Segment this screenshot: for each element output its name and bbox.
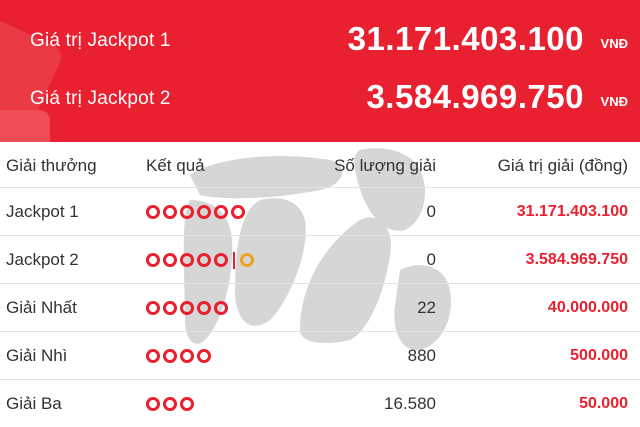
ball-icon [197, 253, 211, 267]
table-row: Giải Ba 16.580 50.000 [0, 380, 640, 427]
ball-icon [214, 205, 228, 219]
header-result: Kết quả [146, 156, 205, 175]
ball-icon [197, 205, 211, 219]
ball-icon [163, 397, 177, 411]
result-balls [146, 380, 194, 427]
jackpot-banner: Giá trị Jackpot 1 31.171.403.100 VNĐ Giá… [0, 0, 640, 142]
header-count: Số lượng giải [334, 156, 436, 175]
prize-name: Giải Ba [6, 394, 62, 413]
ball-icon [197, 301, 211, 315]
ball-icon [146, 301, 160, 315]
prize-count: 16.580 [384, 394, 436, 413]
header-value: Giá trị giải (đồng) [497, 156, 628, 175]
separator-icon [233, 251, 235, 269]
prize-count: 880 [407, 346, 436, 365]
special-ball-icon [240, 253, 254, 267]
jackpot-2-label: Giá trị Jackpot 2 [30, 88, 171, 109]
prize-count: 0 [426, 202, 436, 221]
prize-value: 500.000 [570, 347, 628, 364]
ball-icon [163, 205, 177, 219]
table-header-row: Giải thưởng Kết quả Số lượng giải Giá tr… [0, 142, 640, 188]
ball-icon [180, 349, 194, 363]
table-row: Giải Nhì 880 500.000 [0, 332, 640, 380]
jackpot-2-unit: VNĐ [600, 94, 628, 109]
decor-shape [0, 110, 50, 142]
jackpot-1-label: Giá trị Jackpot 1 [30, 30, 171, 51]
ball-icon [180, 205, 194, 219]
header-prize: Giải thưởng [6, 156, 97, 175]
ball-icon [231, 205, 245, 219]
result-balls [146, 236, 254, 284]
prize-name: Giải Nhì [6, 346, 68, 365]
ball-icon [163, 253, 177, 267]
jackpot-1-value: 31.171.403.100 [347, 20, 584, 57]
prize-count: 0 [426, 250, 436, 269]
prize-value: 40.000.000 [547, 299, 628, 316]
table-row: Giải Nhất 22 40.000.000 [0, 284, 640, 332]
ball-icon [180, 301, 194, 315]
table-row: Jackpot 2 0 3.584.969.750 [0, 236, 640, 284]
ball-icon [180, 253, 194, 267]
ball-icon [214, 301, 228, 315]
jackpot-2-value: 3.584.969.750 [366, 78, 584, 115]
ball-icon [163, 301, 177, 315]
result-balls [146, 284, 228, 332]
ball-icon [163, 349, 177, 363]
jackpot-2-row: Giá trị Jackpot 2 3.584.969.750 VNĐ [0, 78, 640, 118]
ball-icon [180, 397, 194, 411]
result-balls [146, 188, 245, 236]
result-balls [146, 332, 211, 380]
ball-icon [214, 253, 228, 267]
prize-table: Giải thưởng Kết quả Số lượng giải Giá tr… [0, 142, 640, 427]
prize-value: 3.584.969.750 [525, 251, 628, 268]
prize-name: Jackpot 1 [6, 202, 79, 221]
table-row: Jackpot 1 0 31.171.403.100 [0, 188, 640, 236]
prize-count: 22 [417, 298, 436, 317]
ball-icon [146, 397, 160, 411]
prize-value: 31.171.403.100 [516, 203, 628, 220]
jackpot-1-unit: VNĐ [600, 36, 628, 51]
ball-icon [146, 205, 160, 219]
prize-name: Giải Nhất [6, 298, 77, 317]
ball-icon [197, 349, 211, 363]
prize-value: 50.000 [579, 395, 628, 412]
ball-icon [146, 253, 160, 267]
ball-icon [146, 349, 160, 363]
prize-name: Jackpot 2 [6, 250, 79, 269]
jackpot-1-row: Giá trị Jackpot 1 31.171.403.100 VNĐ [0, 20, 640, 60]
